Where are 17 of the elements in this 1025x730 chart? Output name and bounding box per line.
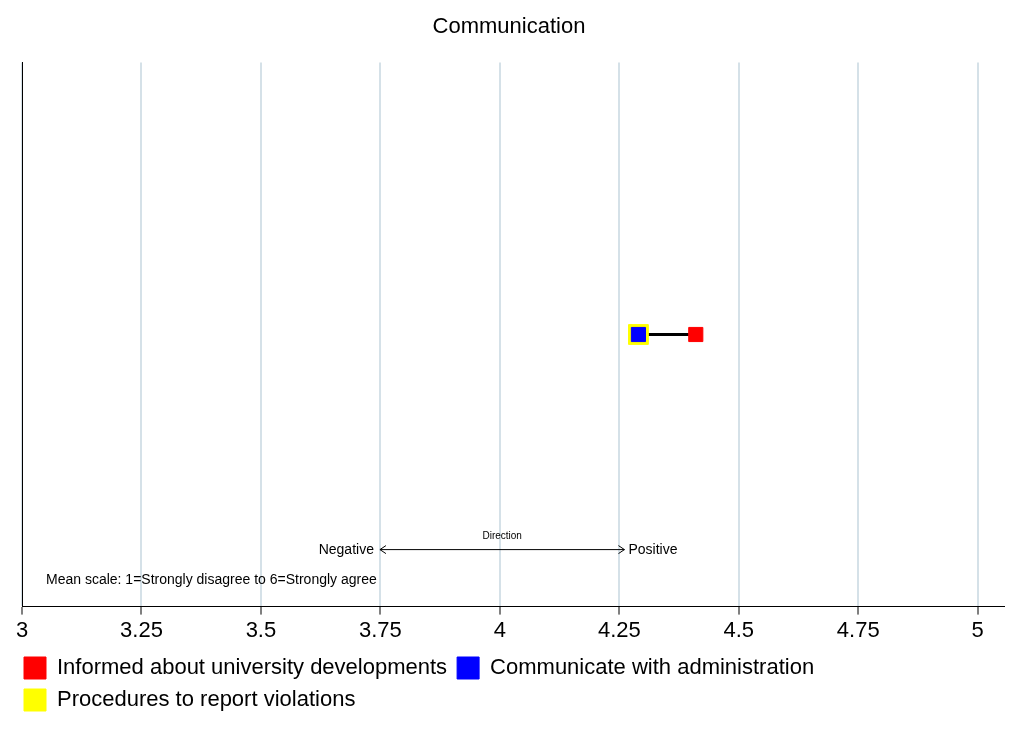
annotation: Mean scale: 1=Strongly disagree to 6=Strongly agree (46, 571, 377, 588)
x-tick-label: 5 (971, 616, 984, 642)
annotation: Negative (318, 541, 375, 558)
chart-title: Communication (432, 13, 586, 39)
x-tick-label: 3.75 (358, 616, 402, 642)
x-tick-label: 3 (15, 616, 29, 642)
legend-label: Informed about university developments (57, 654, 448, 680)
legend-label: Communicate with administration (490, 654, 815, 680)
x-tick-label: 4.25 (597, 616, 641, 642)
annotation: Direction (482, 530, 522, 542)
x-tick-label: 4.75 (836, 616, 880, 642)
x-tick-label: 4.5 (723, 616, 755, 642)
x-tick-label: 3.25 (120, 616, 163, 642)
legend-label: Procedures to report violations (57, 686, 356, 712)
annotation: Positive (628, 541, 678, 558)
x-tick-label: 3.5 (245, 616, 277, 642)
x-tick-label: 4 (493, 616, 506, 642)
